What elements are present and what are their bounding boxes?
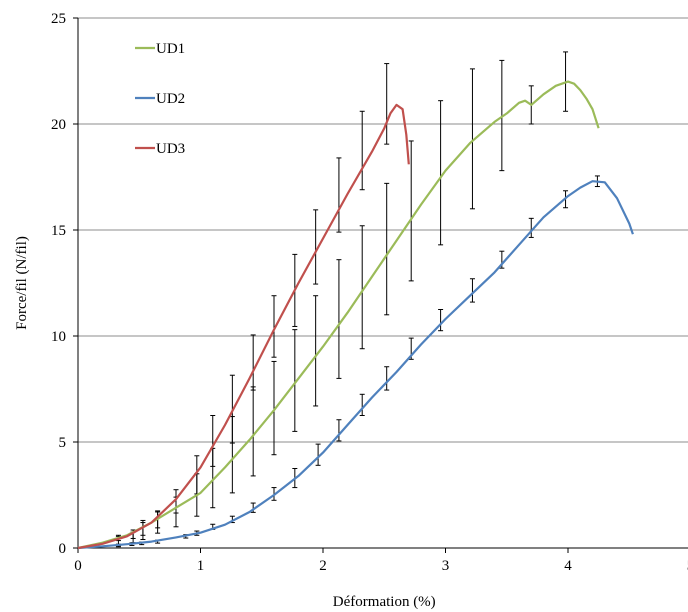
y-tick-label-5: 25	[51, 11, 66, 27]
error-bar-ud1-8	[250, 386, 256, 477]
error-bars	[115, 51, 600, 548]
series-line-ud2	[77, 180, 634, 550]
x-tick-label-0: 0	[74, 558, 82, 574]
axes	[77, 18, 688, 549]
error-bar-ud1-15	[408, 140, 414, 282]
error-bar-ud2-13	[359, 393, 365, 416]
y-tick-label-0: 0	[59, 541, 67, 557]
error-bar-ud2-11	[315, 443, 321, 466]
error-bar-ud1-14	[384, 182, 390, 316]
error-bar-ud2-17	[469, 278, 475, 303]
series-line-ud3	[77, 103, 410, 550]
error-bar-ud3-12	[336, 157, 342, 233]
legend-label-ud1: UD1	[156, 41, 185, 57]
error-bar-ud3-11	[313, 209, 319, 285]
error-bar-ud3-6	[210, 415, 216, 467]
error-bar-ud1-12	[336, 259, 342, 379]
error-bar-ud1-11	[313, 295, 319, 407]
error-bar-ud1-9	[271, 360, 277, 456]
error-bar-ud1-10	[292, 329, 298, 432]
gridlines	[78, 17, 688, 443]
error-bar-ud3-9	[271, 295, 277, 358]
x-tick-label-5: 5	[687, 558, 688, 574]
x-tick-label-2: 2	[319, 558, 327, 574]
error-bar-ud2-8	[250, 502, 256, 513]
error-bar-ud3-8	[250, 334, 256, 391]
legend-label-ud3: UD3	[156, 141, 185, 157]
error-bar-ud3-14	[384, 63, 390, 145]
error-bar-ud2-19	[528, 217, 534, 238]
y-tick-label-1: 5	[59, 435, 67, 451]
y-tick-label-2: 10	[51, 329, 66, 345]
y-tick-labels: 0 5 10 15 20 25	[51, 11, 78, 557]
error-bar-ud2-16	[438, 309, 444, 332]
x-tick-label-1: 1	[197, 558, 205, 574]
y-tick-label-4: 20	[51, 117, 66, 133]
error-bar-ud2-14	[384, 366, 390, 391]
x-tick-label-3: 3	[442, 558, 450, 574]
x-axis-title: Déformation (%)	[333, 594, 436, 610]
y-axis-title: Force/fil (N/fil)	[14, 236, 30, 330]
error-bar-ud1-17	[469, 68, 475, 210]
y-tick-label-3: 15	[51, 223, 66, 239]
x-tick-labels: 0 1 2 3 4 5	[74, 548, 688, 574]
series-lines	[77, 80, 634, 550]
legend: UD1 UD2 UD3	[135, 41, 185, 157]
error-bar-ud3-13	[359, 110, 365, 191]
error-bar-ud1-16	[438, 100, 444, 246]
x-tick-label-4: 4	[564, 558, 572, 574]
error-bar-ud1-13	[359, 225, 365, 350]
error-bar-ud3-4	[173, 489, 179, 514]
series-line-ud1	[77, 80, 600, 550]
error-bar-ud2-12	[336, 419, 342, 442]
legend-label-ud2: UD2	[156, 91, 185, 107]
